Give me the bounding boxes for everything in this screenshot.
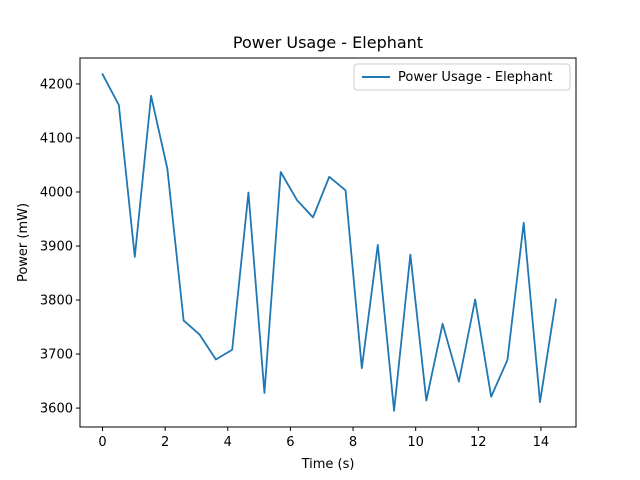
x-tick-label: 4 bbox=[224, 435, 232, 450]
y-tick-label: 3700 bbox=[40, 348, 73, 363]
plot-frame bbox=[79, 57, 577, 428]
y-tick-label: 4000 bbox=[40, 185, 73, 200]
x-tick-label: 12 bbox=[470, 435, 487, 450]
legend: Power Usage - Elephant bbox=[353, 63, 571, 91]
y-axis-label: Power (mW) bbox=[16, 203, 31, 282]
chart-title: Power Usage - Elephant bbox=[233, 33, 423, 52]
y-tick-label: 3600 bbox=[40, 402, 73, 417]
x-axis-ticks: 0 2 4 6 8 10 12 14 bbox=[98, 427, 549, 450]
x-axis-label: Time (s) bbox=[301, 457, 355, 472]
x-tick-label: 2 bbox=[161, 435, 169, 450]
y-tick-label: 4200 bbox=[40, 77, 73, 92]
y-tick-label: 4100 bbox=[40, 131, 73, 146]
x-tick-label: 10 bbox=[407, 435, 424, 450]
legend-label: Power Usage - Elephant bbox=[398, 70, 553, 85]
y-tick-label: 3900 bbox=[40, 240, 73, 255]
y-tick-label: 3800 bbox=[40, 294, 73, 309]
x-tick-label: 8 bbox=[349, 435, 357, 450]
legend-box bbox=[353, 63, 571, 91]
plot-area bbox=[80, 58, 576, 427]
series-line bbox=[101, 72, 557, 412]
x-tick-label: 0 bbox=[98, 435, 106, 450]
x-tick-label: 6 bbox=[286, 435, 294, 450]
y-axis-ticks: 3600 3700 3800 3900 4000 4100 4200 bbox=[40, 77, 80, 417]
series-layer bbox=[101, 72, 557, 412]
x-tick-label: 14 bbox=[533, 435, 550, 450]
